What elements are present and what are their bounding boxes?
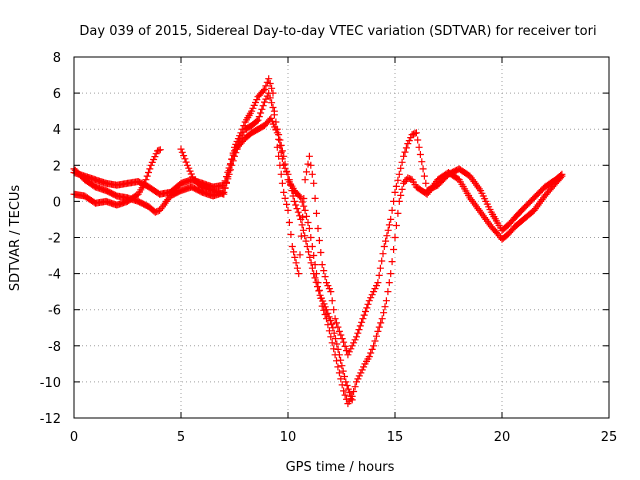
x-tick-label: 15 bbox=[387, 430, 404, 445]
y-tick-label: -10 bbox=[40, 376, 61, 391]
y-tick-label: -12 bbox=[40, 412, 61, 427]
x-tick-label: 10 bbox=[280, 430, 297, 445]
y-tick-label: -4 bbox=[48, 268, 61, 283]
x-tick-label: 25 bbox=[601, 430, 618, 445]
y-tick-label: 8 bbox=[53, 51, 61, 66]
chart-title: Day 039 of 2015, Sidereal Day-to-day VTE… bbox=[79, 24, 596, 39]
x-tick-label: 5 bbox=[177, 430, 185, 445]
y-tick-label: 2 bbox=[53, 159, 61, 174]
axis-ticks: 0 5 10 15 20 25 -12 -10 -8 -6 -4 -2 0 2 4 6 8 bbox=[40, 51, 618, 445]
y-tick-label: 6 bbox=[53, 87, 61, 102]
y-tick-label: -8 bbox=[48, 340, 61, 355]
y-tick-label: -6 bbox=[48, 304, 61, 319]
y-tick-label: 4 bbox=[53, 123, 61, 138]
x-axis-label: GPS time / hours bbox=[286, 460, 395, 475]
y-tick-label: 0 bbox=[53, 195, 61, 210]
x-tick-label: 20 bbox=[494, 430, 511, 445]
x-tick-label: 0 bbox=[70, 430, 78, 445]
y-tick-label: -2 bbox=[48, 232, 61, 247]
y-axis-label: SDTVAR / TECUs bbox=[8, 185, 23, 292]
